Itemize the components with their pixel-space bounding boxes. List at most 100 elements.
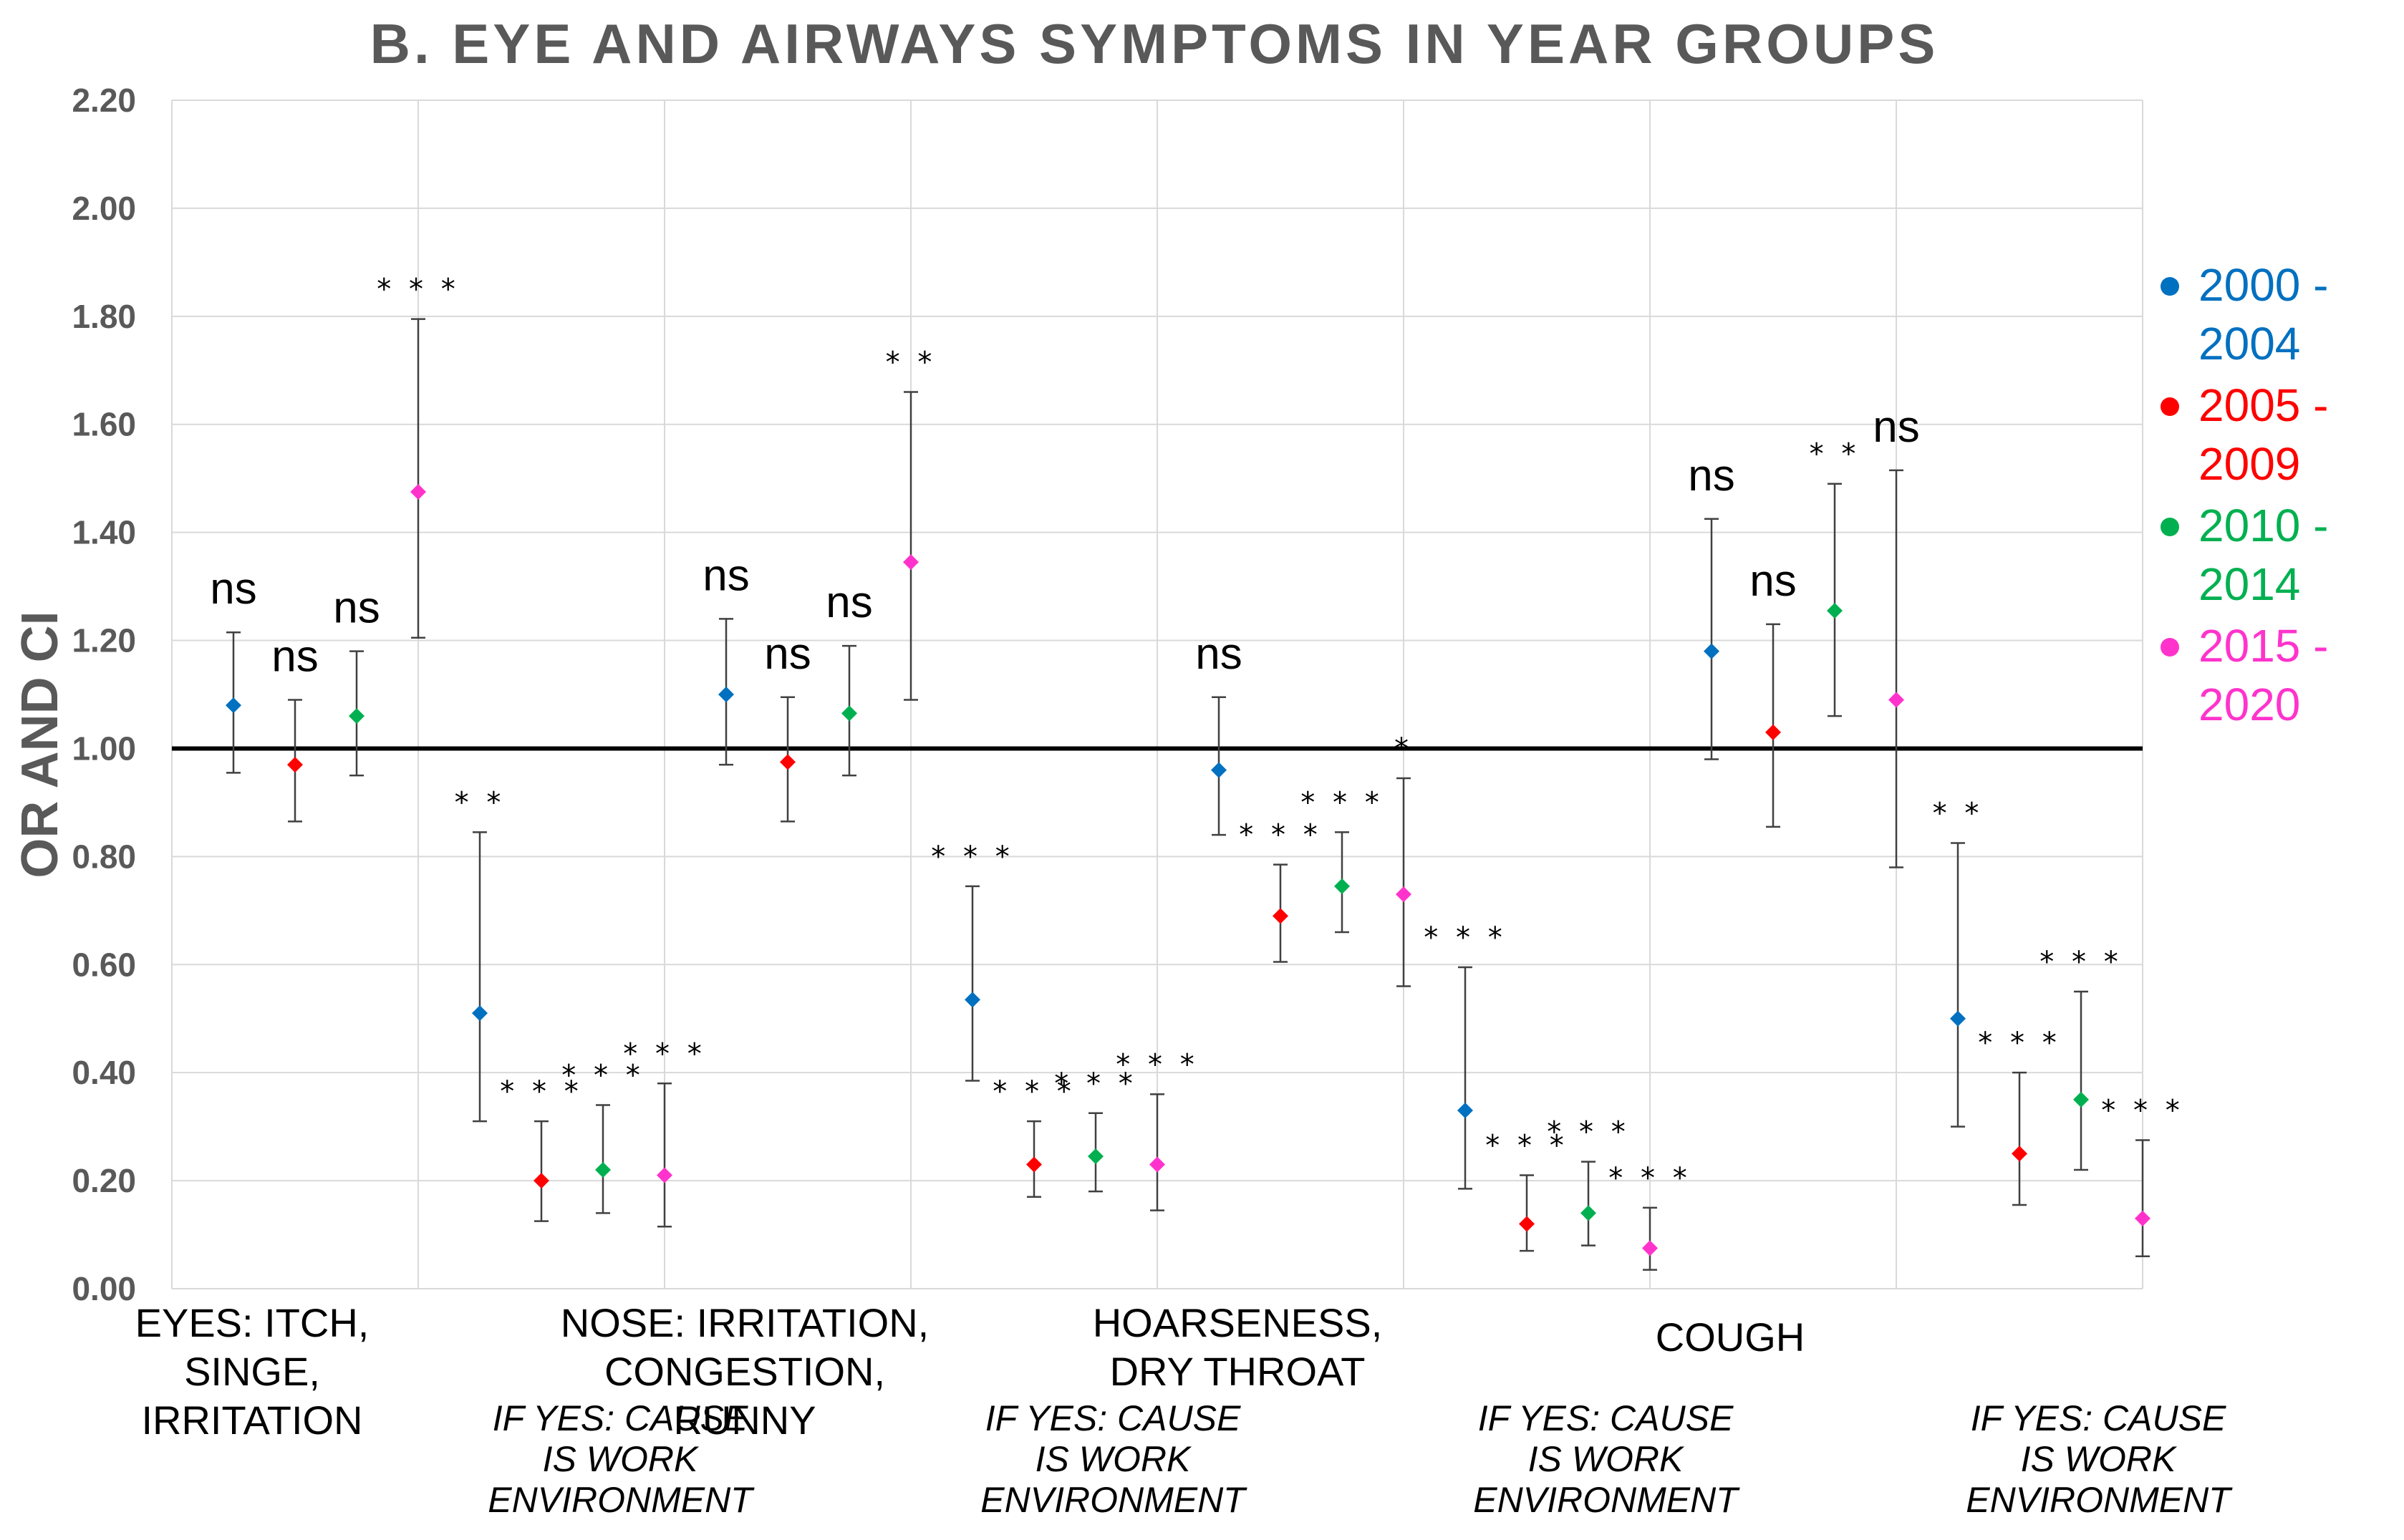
data-point-group: * * * [2039,946,2118,1171]
significance-label: * * * [1116,1048,1198,1081]
data-point [410,484,426,500]
significance-label: ns [333,583,380,633]
category-label-line: HOARSENESS, [1093,1300,1383,1345]
data-point [965,992,980,1008]
significance-label: * * [886,346,937,379]
data-point-group: ns [1749,556,1797,828]
category-label-line: COUGH [1656,1314,1805,1360]
significance-label: * * * [1300,786,1383,819]
legend-label: 2010 - [2198,500,2328,551]
significance-label: ns [210,564,256,614]
data-point [534,1173,549,1189]
significance-label: * * [1810,438,1860,471]
data-point-group: ns [271,632,319,823]
significance-label: ns [703,551,749,600]
y-tick-label: 1.80 [72,298,136,335]
data-point-group: * * * [1608,1162,1691,1271]
significance-label: * * * [1239,819,1321,852]
y-axis-label: OR AND CI [11,611,69,878]
significance-label: * * [455,786,506,819]
data-point-group: * * [455,786,506,1123]
category-label-line: CONGESTION, [604,1349,885,1394]
y-tick-label: 1.60 [72,406,136,443]
category-label-line: IF YES: CAUSE [1971,1398,2226,1438]
data-point-group: * * * [1424,921,1506,1190]
data-point [1088,1148,1104,1165]
category-label: IF YES: CAUSE IS WORK ENVIRONMENT [488,1398,755,1520]
category-label: IF YES: CAUSE IS WORK ENVIRONMENT [980,1398,1247,1520]
category-label-line: ENVIRONMENT [488,1480,755,1520]
data-point-group: ns [210,564,257,774]
data-point-group: ns [333,583,380,777]
data-point [2012,1146,2027,1162]
y-tick-label: 0.20 [72,1162,136,1199]
y-tick-label: 0.40 [72,1054,136,1091]
data-point-group: * * * [500,1075,582,1222]
data-point [1642,1240,1658,1256]
significance-label: * * * [623,1037,705,1070]
data-point [657,1167,672,1183]
y-tick-label: 0.00 [72,1270,136,1307]
significance-label: ns [1749,556,1796,606]
y-tick-label: 1.20 [72,622,136,659]
category-label-line: IS WORK [1036,1439,1192,1479]
legend-label: 2015 - [2198,620,2328,672]
data-point [226,697,241,714]
data-point-group: * * * [931,841,1013,1082]
category-label-line: ENVIRONMENT [1473,1480,1740,1520]
data-point [1704,643,1719,659]
data-point [1888,692,1904,708]
data-point-group: * * * [1547,1116,1629,1246]
legend-label: 2014 [2198,558,2300,610]
data-point [1149,1156,1165,1173]
data-point [2135,1210,2150,1226]
category-label-line: IF YES: CAUSE [1478,1398,1734,1438]
significance-label: ns [1195,629,1242,679]
category-label-line: NOSE: IRRITATION, [561,1300,929,1345]
category-label: IF YES: CAUSE IS WORK ENVIRONMENT [1473,1398,1740,1520]
significance-label: * * * [1608,1162,1691,1195]
category-label: NOSE: IRRITATION, CONGESTION, RUNNY [561,1300,929,1443]
significance-label: * * * [377,273,459,306]
data-point [1273,908,1288,924]
data-point-group: * * [886,346,937,701]
significance-label: * * * [931,841,1013,873]
data-point-group: ns [703,551,750,766]
data-point-group: * * * [993,1075,1075,1198]
significance-label: ns [826,578,872,627]
legend-label: 2004 [2198,318,2300,369]
category-label: IF YES: CAUSE IS WORK ENVIRONMENT [1966,1398,2233,1520]
y-axis: 0.00 0.20 0.40 0.60 0.80 1.00 1.20 1.40 1.60 1.80… [72,82,136,1307]
data-point-group: * * * [561,1059,640,1214]
legend: 2000 - 2004 2005 - 2009 2010 - 2014 2015 - 2020 [2161,259,2328,730]
y-tick-label: 2.00 [72,190,136,227]
y-tick-label: 2.20 [72,82,136,119]
category-label-line: IF YES: CAUSE [493,1398,748,1438]
significance-label: * * * [1424,921,1506,954]
category-label-line: DRY THROAT [1110,1349,1366,1394]
category-label-line: IS WORK [543,1439,700,1479]
y-tick-label: 0.80 [72,838,136,875]
data-point-group: * * * [1116,1048,1198,1211]
data-point [1827,603,1843,619]
data-point [349,708,365,725]
category-label-line: IS WORK [1528,1439,1685,1479]
data-point-group: * * * [377,273,459,639]
category-label-line: ENVIRONMENT [980,1480,1247,1520]
data-point [1765,724,1781,740]
legend-marker [2161,518,2179,536]
significance-label: * * * [993,1075,1075,1108]
category-label-line: RUNNY [673,1398,816,1443]
significance-label: * * * [1054,1067,1136,1100]
significance-label: ns [271,632,318,682]
y-tick-label: 0.60 [72,946,136,983]
data-point [1334,878,1350,894]
legend-marker [2161,277,2179,296]
significance-label: * * * [1547,1116,1629,1149]
data-point [1950,1010,1966,1027]
category-label-line: IF YES: CAUSE [985,1398,1241,1438]
y-tick-label: 1.40 [72,514,136,551]
significance-label: * * * [500,1075,582,1108]
legend-label: 2000 - [2198,259,2328,311]
